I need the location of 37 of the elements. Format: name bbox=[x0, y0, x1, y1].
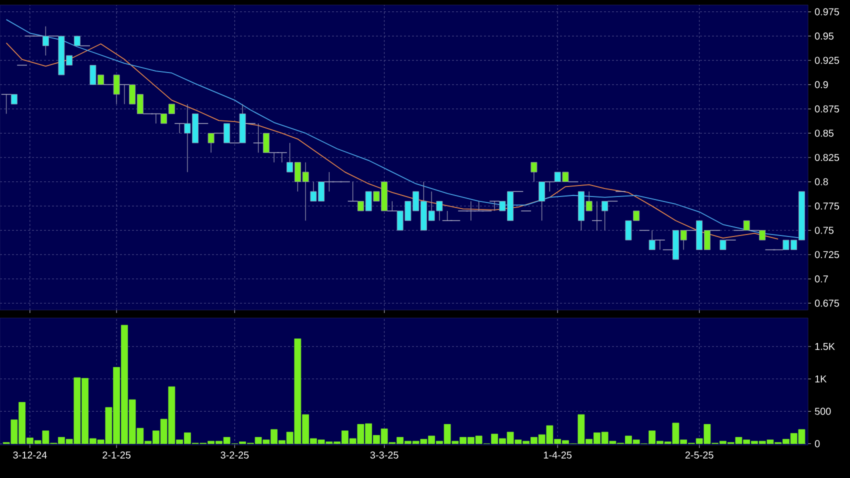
y-tick-label: 0.675 bbox=[814, 300, 840, 307]
candlestick bbox=[602, 200, 608, 231]
y-tick-label: 0.775 bbox=[814, 202, 840, 210]
candlestick bbox=[538, 181, 546, 221]
x-tick-label: 3-3-25 bbox=[370, 452, 398, 459]
y-tick-label: 0.95 bbox=[814, 32, 834, 40]
candlestick bbox=[42, 26, 49, 56]
y-tick-label: 0.925 bbox=[814, 56, 840, 64]
candlestick bbox=[74, 36, 80, 46]
candlestick bbox=[759, 230, 766, 240]
candlestick bbox=[262, 132, 270, 153]
candlestick bbox=[720, 240, 726, 250]
y-tick-label: 0.85 bbox=[814, 130, 834, 137]
x-tick-label: 3-12-24 bbox=[13, 452, 47, 459]
candlestick bbox=[113, 74, 120, 104]
candlestick bbox=[10, 94, 18, 104]
x-tick-label: 2-5-25 bbox=[685, 452, 714, 459]
y-tick-label: 500 bbox=[814, 408, 831, 415]
y-tick-label: 0.725 bbox=[814, 251, 840, 258]
candlestick bbox=[530, 162, 538, 182]
y-tick-label: 0.825 bbox=[814, 154, 840, 162]
y-tick-label: 1.5K bbox=[815, 343, 835, 350]
x-tick-label: 3-2-25 bbox=[220, 452, 249, 459]
candlestick bbox=[648, 230, 656, 250]
x-tick-label: 1-4-25 bbox=[544, 452, 572, 459]
y-tick-label: 0.875 bbox=[814, 105, 840, 112]
y-tick-label: 0.8 bbox=[814, 178, 828, 186]
y-tick-label: 0.975 bbox=[814, 8, 840, 16]
y-tick-label: 0.75 bbox=[814, 226, 834, 234]
candlestick bbox=[743, 220, 750, 231]
candlestick bbox=[208, 132, 214, 153]
candlestick bbox=[224, 123, 230, 144]
y-tick-label: 0.7 bbox=[814, 275, 828, 282]
x-tick-label: 2-1-25 bbox=[102, 452, 131, 459]
y-tick-label: 0 bbox=[814, 440, 820, 448]
y-tick-label: 1K bbox=[815, 375, 827, 382]
y-tick-label: 0.9 bbox=[814, 81, 828, 88]
